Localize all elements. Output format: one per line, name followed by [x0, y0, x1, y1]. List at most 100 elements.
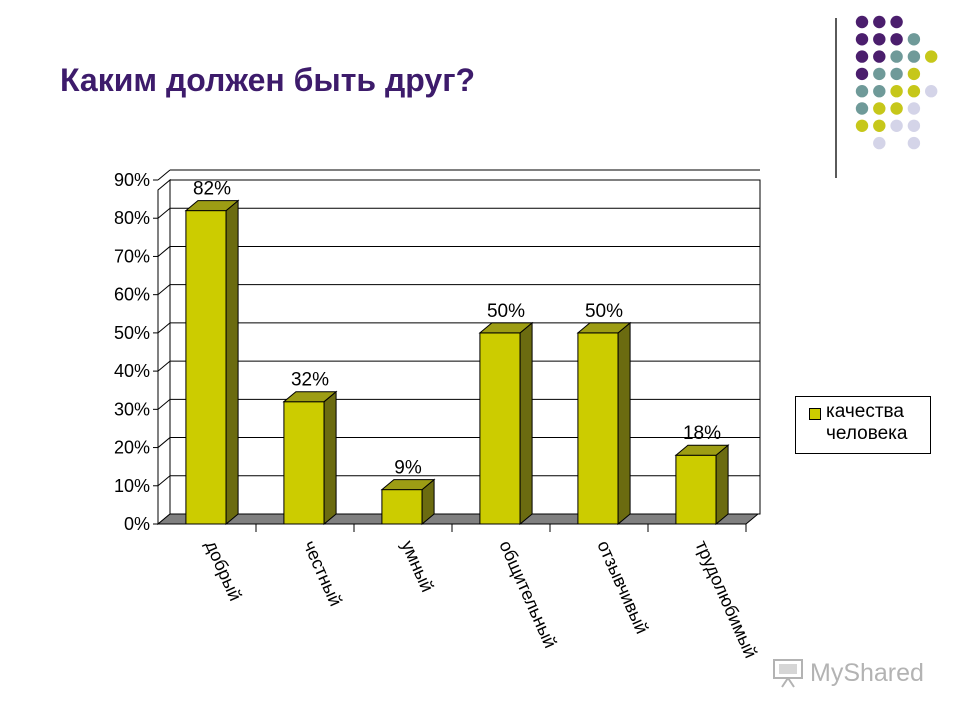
y-tick-label: 90%	[114, 170, 150, 190]
decoration-dot	[873, 50, 886, 63]
bar	[185, 210, 227, 525]
legend-label: качества человека	[826, 401, 926, 445]
dot-grid-decoration	[855, 15, 938, 150]
decoration-dot	[873, 119, 886, 132]
y-tick-label: 80%	[114, 208, 150, 228]
decoration-dot	[873, 15, 886, 29]
legend-label-line1: качества	[826, 401, 904, 422]
gridline-side	[157, 398, 171, 410]
plot-side-wall	[157, 178, 171, 526]
bar	[577, 332, 619, 525]
gridline-side	[157, 246, 171, 257]
bar-group	[674, 444, 730, 526]
gridline-side	[157, 322, 171, 334]
y-tick-label: 10%	[114, 476, 150, 496]
data-label: 50%	[585, 301, 623, 322]
decoration-dot	[907, 67, 921, 81]
bar-top	[478, 322, 534, 334]
bar-group	[478, 321, 534, 526]
decoration-dot	[855, 102, 869, 115]
decoration-dot	[907, 85, 921, 98]
bar-side	[715, 444, 729, 526]
plot-floor	[156, 513, 760, 525]
x-category-label: честный	[299, 537, 346, 609]
x-category-label: добрый	[201, 537, 245, 603]
slide-title: Каким должен быть друг?	[60, 62, 476, 98]
gridline-side	[157, 169, 171, 181]
bar-group	[282, 390, 338, 526]
bar	[479, 332, 521, 525]
legend-label-line2: человека	[826, 423, 908, 444]
bar	[675, 454, 717, 525]
decoration-dot	[907, 33, 921, 46]
decoration-dot	[855, 15, 869, 29]
chart-area: 0% 10% 20% 30% 40% 50% 60% 70% 80% 90% 82% добрый 32…	[114, 169, 761, 661]
bar-side	[617, 321, 631, 526]
y-tick-label: 30%	[114, 399, 150, 419]
x-category-label: общительный	[495, 537, 560, 651]
bar-group	[184, 199, 240, 526]
data-label: 32%	[291, 370, 329, 391]
bar-side	[323, 390, 337, 526]
bar-top	[674, 444, 730, 456]
y-tick-label: 70%	[114, 246, 150, 266]
legend-swatch	[809, 408, 821, 420]
bar-side	[225, 199, 239, 526]
gridline-side	[157, 360, 171, 372]
gridline-side	[157, 437, 171, 448]
decoration-dot	[855, 85, 869, 98]
data-label: 18%	[683, 423, 721, 444]
decoration-dot	[873, 85, 886, 98]
bar-top	[184, 200, 240, 212]
bar-side	[519, 321, 533, 526]
decoration-dot	[873, 33, 886, 46]
gridline-side	[157, 207, 171, 219]
chart-legend: качества человека	[795, 396, 931, 454]
bar	[283, 401, 325, 525]
decoration-dot	[873, 136, 886, 150]
x-category-label: трудолюбимый	[691, 537, 761, 661]
data-label: 9%	[394, 458, 422, 479]
decoration-dot	[907, 119, 921, 132]
decoration-dot	[925, 50, 938, 63]
y-tick-label: 20%	[114, 438, 150, 458]
decoration-dot	[890, 67, 903, 81]
watermark-text: MyShared	[810, 659, 924, 687]
decoration-dot	[855, 67, 869, 81]
bar-top	[282, 391, 338, 403]
decoration-dot	[855, 50, 869, 63]
bar	[381, 489, 423, 525]
data-label: 82%	[193, 179, 231, 200]
decoration-dot	[873, 67, 886, 81]
decoration-dot	[925, 85, 938, 98]
plot-back-wall	[169, 179, 761, 515]
decoration-dot	[890, 85, 903, 98]
decoration-dot	[890, 50, 903, 63]
decoration-dot	[907, 50, 921, 63]
x-category-label: умный	[397, 537, 437, 595]
decoration-dot	[907, 136, 921, 150]
y-tick-label: 0%	[124, 514, 150, 534]
y-tick-label: 50%	[114, 323, 150, 343]
decoration-dot	[855, 33, 869, 46]
data-label: 50%	[487, 301, 525, 322]
bar-group	[380, 478, 436, 526]
y-tick-label: 40%	[114, 361, 150, 381]
y-tick-label: 60%	[114, 285, 150, 305]
bar-top	[380, 479, 436, 491]
gridline-side	[157, 284, 171, 296]
decoration-dot	[873, 102, 886, 115]
presentation-screen-icon	[773, 659, 803, 688]
divider-line	[835, 18, 837, 178]
bar-group	[576, 321, 632, 526]
gridline-side	[157, 475, 171, 487]
bar-top	[576, 322, 632, 334]
decoration-dot	[890, 102, 903, 115]
decoration-dot	[890, 15, 903, 29]
decoration-dot	[890, 119, 903, 132]
decoration-dot	[907, 102, 921, 115]
x-category-label: отзывчивый	[593, 537, 652, 636]
decoration-dot	[855, 119, 869, 132]
decoration-dot	[890, 33, 903, 46]
